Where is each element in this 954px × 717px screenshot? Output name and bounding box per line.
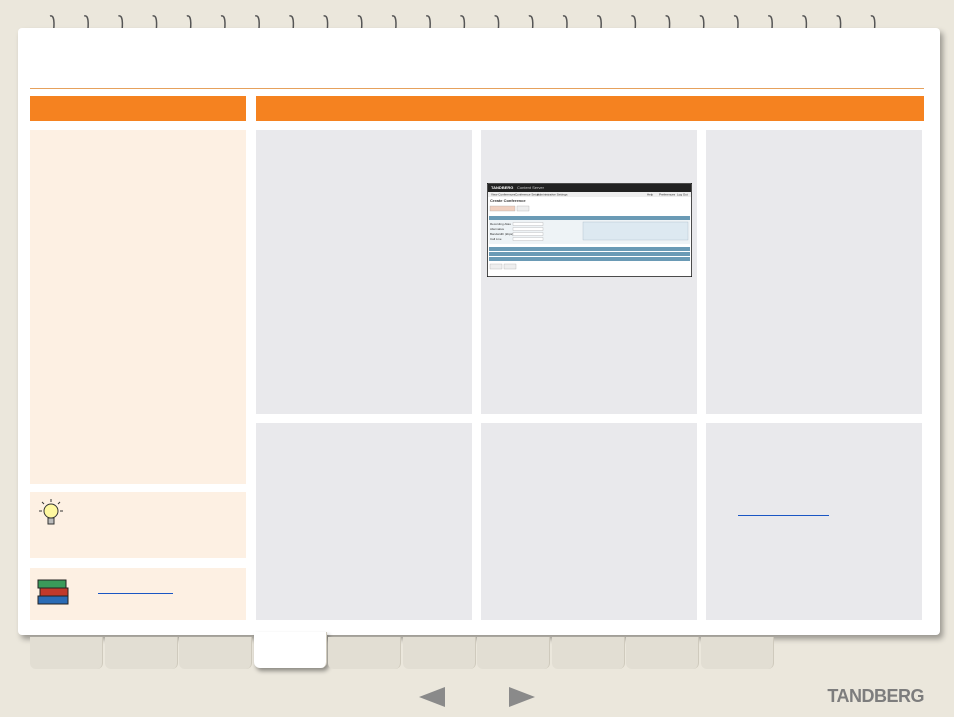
panel: [706, 423, 922, 620]
logo: TANDBERG: [827, 686, 924, 706]
right-header-bar: [256, 96, 924, 121]
field-label: Recording Alias: [490, 222, 511, 226]
tip-box: [30, 492, 246, 558]
tab[interactable]: [104, 637, 178, 669]
books-icon: [37, 579, 69, 605]
tab[interactable]: [477, 637, 550, 669]
field-input: [512, 227, 544, 231]
reference-box: [30, 568, 246, 620]
bulb-icon: [39, 499, 63, 525]
menu-item: Log Out: [677, 192, 688, 196]
ui-screenshot: TANDBERG Content Server View Conferences…: [487, 183, 692, 277]
menu-item: Conference Setup: [515, 192, 540, 196]
brand: TANDBERG: [491, 185, 513, 190]
panel: TANDBERG Content Server View Conferences…: [481, 130, 697, 414]
header-rule: [30, 88, 924, 89]
field-label: Bandwidth (kbps): [490, 232, 513, 236]
field-input: [512, 232, 544, 236]
field-label: Alternative: [490, 227, 505, 231]
next-arrow[interactable]: [509, 687, 535, 707]
heading: Create Conference: [490, 198, 526, 203]
tab[interactable]: [551, 637, 625, 669]
menu-item: View Conferences: [491, 192, 516, 196]
menu-item: Administrative Settings: [537, 192, 568, 196]
tab[interactable]: [626, 637, 699, 669]
field-input: [512, 222, 544, 226]
panel: [706, 130, 922, 414]
tab[interactable]: [253, 632, 327, 668]
tab[interactable]: [30, 637, 103, 669]
left-header-bar: [30, 96, 246, 121]
side-panel: [30, 130, 246, 484]
menu-item: Preferences: [659, 192, 676, 196]
tab[interactable]: [700, 637, 774, 669]
link[interactable]: [738, 515, 829, 516]
panel: [256, 130, 472, 414]
previous-arrow[interactable]: [419, 687, 445, 707]
tab[interactable]: [402, 637, 476, 669]
tab[interactable]: [328, 637, 401, 669]
field-label: Call Live: [490, 237, 502, 241]
menu-item: Help: [647, 192, 654, 196]
panel: [481, 423, 697, 620]
panel: [256, 423, 472, 620]
product: Content Server: [517, 185, 545, 190]
tab[interactable]: [179, 637, 252, 669]
field-input: [512, 237, 544, 241]
navigation-arrows: [419, 687, 535, 707]
reference-link[interactable]: [98, 593, 173, 594]
